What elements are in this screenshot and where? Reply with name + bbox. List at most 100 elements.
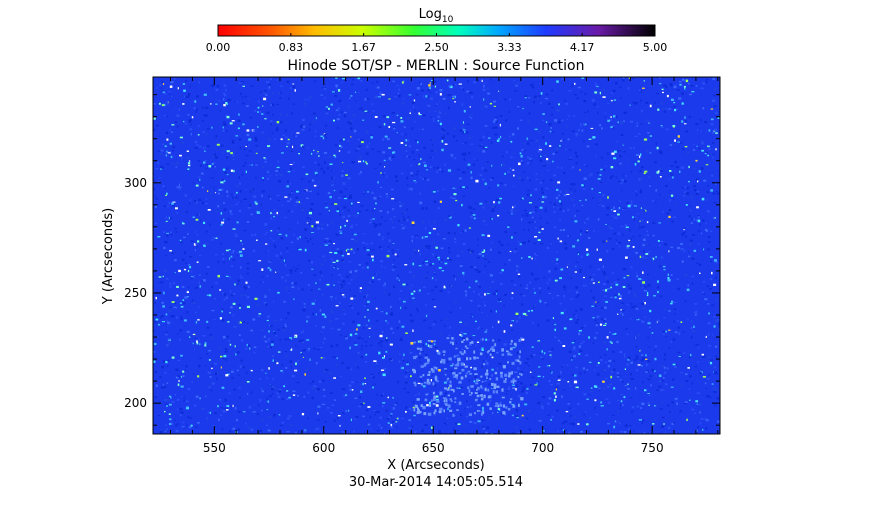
heatmap-pixel (394, 253, 397, 256)
heatmap-pixel (378, 271, 381, 273)
heatmap-pixel (443, 354, 445, 356)
heatmap-pixel (286, 141, 290, 145)
heatmap-pixel (531, 376, 534, 379)
heatmap-pixel (707, 355, 710, 359)
heatmap-pixel (357, 406, 359, 407)
heatmap-pixel (393, 285, 395, 289)
heatmap-pixel (455, 199, 458, 202)
heatmap-pixel (583, 140, 585, 143)
heatmap-pixel (204, 395, 207, 398)
heatmap-pixel (221, 427, 224, 431)
heatmap-pixel (686, 186, 689, 189)
heatmap-pixel (379, 175, 382, 177)
heatmap-pixel (469, 337, 472, 339)
heatmap-pixel (389, 358, 393, 361)
heatmap-pixel (325, 124, 328, 127)
heatmap-pixel (622, 144, 624, 146)
heatmap-pixel (619, 155, 622, 158)
heatmap-pixel (712, 216, 715, 219)
heatmap-pixel (385, 163, 388, 165)
heatmap-pixel (185, 365, 188, 368)
heatmap-pixel (418, 163, 421, 165)
heatmap-pixel (642, 281, 645, 284)
heatmap-pixel (510, 156, 513, 158)
heatmap-pixel (246, 105, 249, 107)
heatmap-pixel (596, 172, 600, 174)
heatmap-pixel (570, 277, 573, 279)
heatmap-pixel (698, 347, 700, 350)
heatmap-pixel (615, 176, 617, 179)
heatmap-pixel (198, 281, 200, 285)
heatmap-pixel (317, 163, 320, 166)
heatmap-pixel (476, 256, 480, 259)
heatmap-pixel (253, 195, 257, 198)
heatmap-pixel (644, 316, 646, 318)
heatmap-pixel (624, 175, 628, 177)
heatmap-pixel (223, 298, 226, 301)
heatmap-pixel (377, 278, 381, 281)
heatmap-pixel (672, 338, 676, 341)
heatmap-pixel (670, 274, 673, 276)
heatmap-pixel (611, 215, 614, 217)
heatmap-pixel (261, 275, 264, 278)
heatmap-pixel (457, 273, 460, 276)
heatmap-pixel (626, 275, 630, 277)
heatmap-pixel (252, 129, 256, 132)
heatmap-pixel (425, 95, 428, 98)
heatmap-pixel (482, 254, 484, 257)
heatmap-pixel (246, 144, 248, 147)
heatmap-pixel (425, 393, 429, 396)
heatmap-pixel (405, 139, 407, 142)
heatmap-pixel (302, 329, 304, 333)
heatmap-pixel (481, 381, 484, 383)
heatmap-pixel (208, 387, 211, 389)
heatmap-pixel (648, 404, 650, 406)
heatmap-pixel (605, 224, 607, 225)
heatmap-pixel (337, 268, 339, 270)
heatmap-pixel (427, 358, 430, 362)
heatmap-pixel (634, 101, 638, 105)
heatmap-pixel (269, 78, 272, 80)
heatmap-pixel (189, 128, 192, 131)
heatmap-pixel (652, 85, 654, 88)
heatmap-pixel (714, 373, 718, 375)
heatmap-pixel (257, 315, 261, 318)
heatmap-pixel (611, 310, 613, 313)
heatmap-pixel (165, 131, 168, 134)
heatmap-pixel (233, 326, 237, 328)
heatmap-pixel (617, 121, 619, 124)
heatmap-pixel (644, 209, 646, 212)
heatmap-pixel (488, 383, 490, 386)
heatmap-pixel (494, 120, 498, 123)
heatmap-pixel (385, 339, 388, 342)
heatmap-pixel (689, 353, 692, 357)
heatmap-pixel (166, 277, 169, 280)
heatmap-pixel (205, 243, 209, 246)
heatmap-pixel (381, 265, 383, 268)
heatmap-pixel (440, 360, 443, 364)
heatmap-pixel (601, 318, 603, 320)
heatmap-pixel (654, 405, 656, 407)
heatmap-pixel (424, 398, 428, 402)
heatmap-pixel (606, 214, 609, 216)
heatmap-pixel (474, 392, 478, 394)
heatmap-pixel (475, 344, 478, 346)
heatmap-pixel (195, 321, 198, 324)
heatmap-pixel (362, 266, 365, 269)
heatmap-pixel (166, 138, 169, 141)
heatmap-pixel (326, 283, 330, 286)
heatmap-pixel (664, 353, 666, 356)
heatmap-pixel (623, 174, 625, 177)
heatmap-pixel (194, 348, 196, 351)
heatmap-pixel (358, 210, 361, 213)
heatmap-pixel (261, 98, 264, 101)
heatmap-pixel (642, 271, 644, 274)
heatmap-pixel (671, 98, 674, 101)
heatmap-pixel (307, 98, 309, 101)
heatmap-pixel (284, 217, 287, 219)
heatmap-pixel (236, 419, 238, 422)
heatmap-pixel (288, 338, 291, 341)
heatmap-pixel (636, 125, 638, 127)
heatmap-pixel (319, 279, 321, 281)
heatmap-pixel (405, 298, 407, 301)
